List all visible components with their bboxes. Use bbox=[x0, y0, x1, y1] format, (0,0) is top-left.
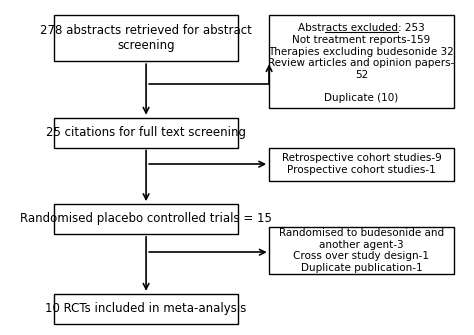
Bar bbox=[54, 15, 238, 61]
Text: 10 RCTs included in meta-analysis: 10 RCTs included in meta-analysis bbox=[46, 302, 247, 315]
Bar bbox=[269, 227, 454, 274]
Text: Randomised placebo controlled trials = 15: Randomised placebo controlled trials = 1… bbox=[20, 212, 272, 225]
Bar bbox=[54, 294, 238, 324]
Text: Retrospective cohort studies-9
Prospective cohort studies-1: Retrospective cohort studies-9 Prospecti… bbox=[282, 153, 441, 175]
Bar bbox=[54, 118, 238, 147]
Text: 278 abstracts retrieved for abstract
screening: 278 abstracts retrieved for abstract scr… bbox=[40, 24, 252, 52]
Text: Not treatment reports-159
Therapies excluding budesonide 32
Review articles and : Not treatment reports-159 Therapies excl… bbox=[268, 35, 455, 103]
Text: 25 citations for full text screening: 25 citations for full text screening bbox=[46, 126, 246, 139]
Bar bbox=[269, 15, 454, 108]
Text: Abstracts excluded: 253: Abstracts excluded: 253 bbox=[298, 23, 425, 33]
Text: Randomised to budesonide and
another agent-3
Cross over study design-1
Duplicate: Randomised to budesonide and another age… bbox=[279, 228, 444, 273]
Bar bbox=[269, 147, 454, 181]
Bar bbox=[54, 204, 238, 234]
